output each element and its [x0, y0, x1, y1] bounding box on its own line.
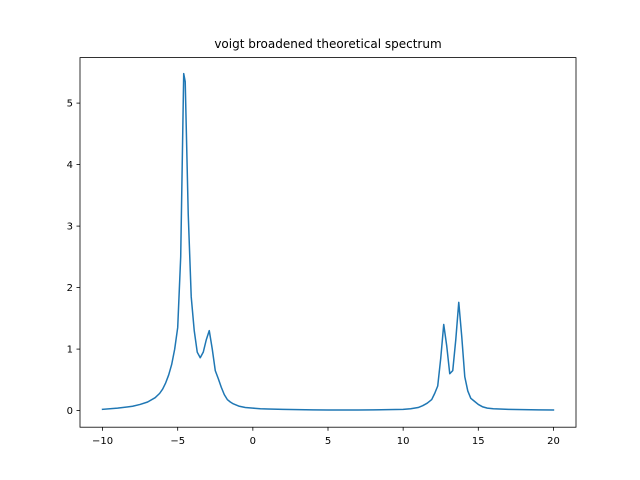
x-tick-label: 10 [397, 436, 410, 447]
series-line [101, 72, 555, 411]
x-tick-label: 20 [547, 436, 560, 447]
y-tick-label: 5 [67, 99, 73, 110]
x-tick-label: 15 [472, 436, 485, 447]
y-tick-label: 0 [67, 406, 73, 417]
y-tick-label: 2 [67, 283, 73, 294]
y-tick-label: 3 [67, 222, 73, 233]
x-tick-label: −10 [92, 436, 113, 447]
y-axis: 0 1 2 3 4 5 [67, 99, 80, 417]
x-axis: −10 −5 0 5 10 15 20 [92, 427, 560, 447]
plot-area [101, 72, 555, 411]
x-tick-label: −5 [170, 436, 185, 447]
x-tick-label: 0 [250, 436, 256, 447]
y-tick-label: 4 [67, 160, 73, 171]
chart-title: voigt broadened theoretical spectrum [214, 37, 441, 51]
y-tick-label: 1 [67, 345, 73, 356]
x-tick-label: 5 [325, 436, 331, 447]
